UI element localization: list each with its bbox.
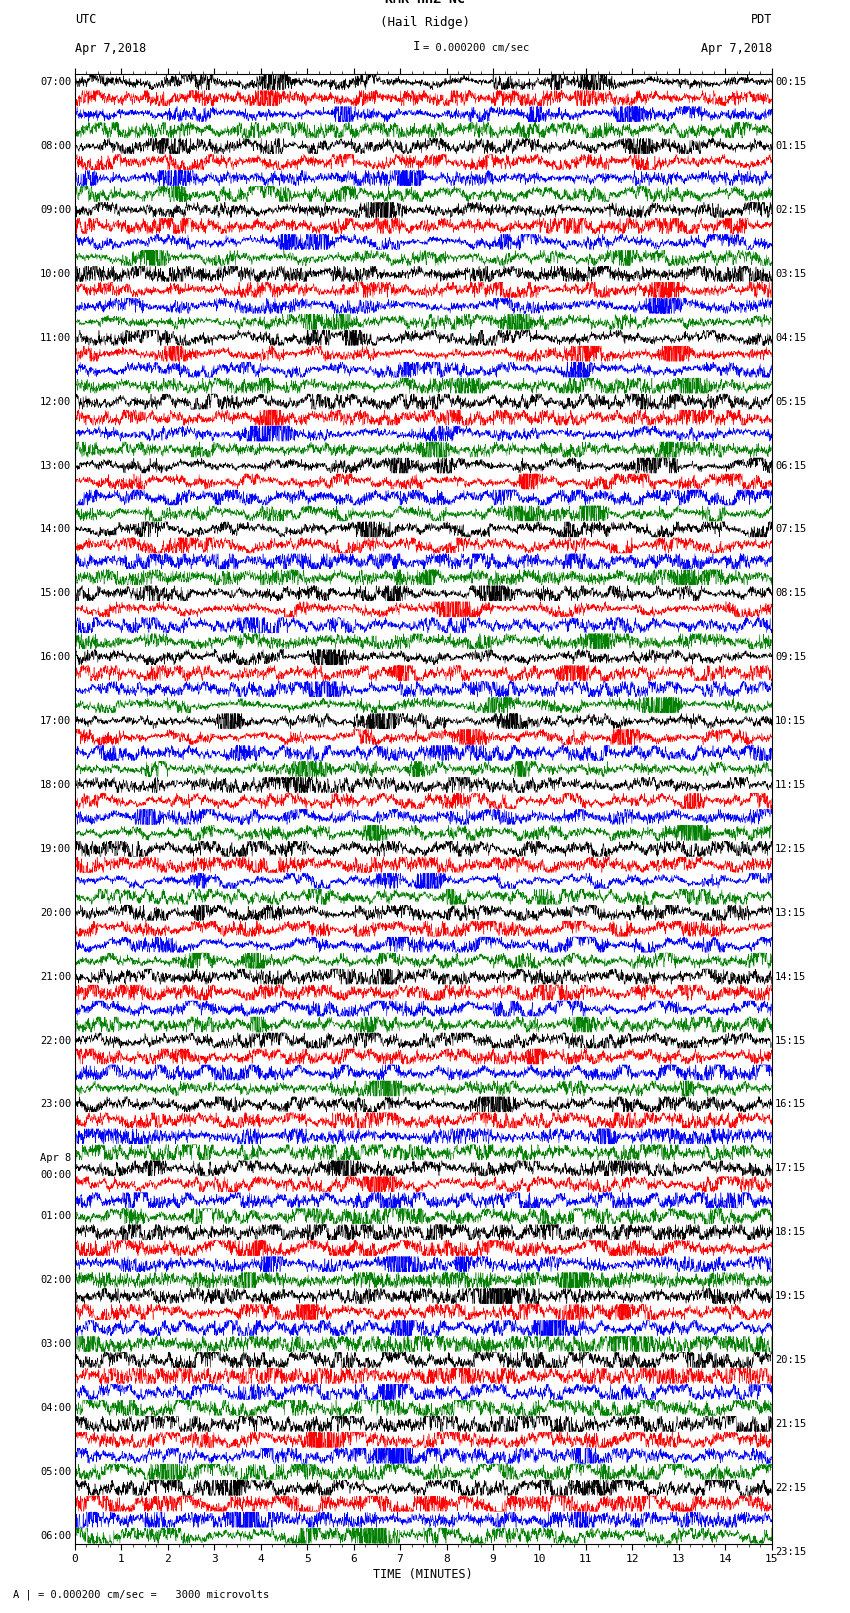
Text: 04:00: 04:00 xyxy=(40,1403,71,1413)
Text: 12:00: 12:00 xyxy=(40,397,71,406)
Text: Apr 8: Apr 8 xyxy=(40,1153,71,1163)
Text: 09:00: 09:00 xyxy=(40,205,71,215)
Text: 17:00: 17:00 xyxy=(40,716,71,726)
Text: 19:15: 19:15 xyxy=(775,1290,807,1302)
Text: 22:15: 22:15 xyxy=(775,1482,807,1492)
Text: Apr 7,2018: Apr 7,2018 xyxy=(700,42,772,55)
Text: 14:00: 14:00 xyxy=(40,524,71,534)
Text: 08:00: 08:00 xyxy=(40,140,71,152)
Text: 05:00: 05:00 xyxy=(40,1466,71,1478)
Text: 07:00: 07:00 xyxy=(40,77,71,87)
Text: 11:00: 11:00 xyxy=(40,332,71,342)
Text: 06:00: 06:00 xyxy=(40,1531,71,1540)
Text: 02:00: 02:00 xyxy=(40,1276,71,1286)
Text: 23:15: 23:15 xyxy=(775,1547,807,1557)
Text: 14:15: 14:15 xyxy=(775,971,807,982)
Text: (Hail Ridge): (Hail Ridge) xyxy=(380,16,470,29)
Text: 09:15: 09:15 xyxy=(775,652,807,663)
Text: 01:15: 01:15 xyxy=(775,140,807,152)
Text: 16:00: 16:00 xyxy=(40,652,71,663)
Text: = 0.000200 cm/sec: = 0.000200 cm/sec xyxy=(423,44,530,53)
Text: 18:15: 18:15 xyxy=(775,1227,807,1237)
Text: 08:15: 08:15 xyxy=(775,589,807,598)
Text: PDT: PDT xyxy=(751,13,772,26)
Text: 13:15: 13:15 xyxy=(775,908,807,918)
Text: 15:00: 15:00 xyxy=(40,589,71,598)
Text: 10:00: 10:00 xyxy=(40,269,71,279)
Text: 01:00: 01:00 xyxy=(40,1211,71,1221)
Text: 21:15: 21:15 xyxy=(775,1419,807,1429)
Text: 03:15: 03:15 xyxy=(775,269,807,279)
Text: 11:15: 11:15 xyxy=(775,781,807,790)
Text: 22:00: 22:00 xyxy=(40,1036,71,1045)
Text: 10:15: 10:15 xyxy=(775,716,807,726)
Text: KMR HHZ NC: KMR HHZ NC xyxy=(385,0,465,6)
Text: 20:15: 20:15 xyxy=(775,1355,807,1365)
Text: 21:00: 21:00 xyxy=(40,971,71,982)
Text: I: I xyxy=(413,40,421,53)
Text: 02:15: 02:15 xyxy=(775,205,807,215)
Text: 07:15: 07:15 xyxy=(775,524,807,534)
Text: 18:00: 18:00 xyxy=(40,781,71,790)
Text: 03:00: 03:00 xyxy=(40,1339,71,1348)
Text: 00:00: 00:00 xyxy=(40,1169,71,1179)
Text: 00:15: 00:15 xyxy=(775,77,807,87)
Text: 05:15: 05:15 xyxy=(775,397,807,406)
Text: 19:00: 19:00 xyxy=(40,844,71,853)
Text: 20:00: 20:00 xyxy=(40,908,71,918)
Text: 04:15: 04:15 xyxy=(775,332,807,342)
Text: A | = 0.000200 cm/sec =   3000 microvolts: A | = 0.000200 cm/sec = 3000 microvolts xyxy=(13,1589,269,1600)
Text: 06:15: 06:15 xyxy=(775,461,807,471)
Text: Apr 7,2018: Apr 7,2018 xyxy=(75,42,146,55)
Text: 13:00: 13:00 xyxy=(40,461,71,471)
Text: 23:00: 23:00 xyxy=(40,1100,71,1110)
Text: 15:15: 15:15 xyxy=(775,1036,807,1045)
Text: UTC: UTC xyxy=(75,13,96,26)
Text: 16:15: 16:15 xyxy=(775,1100,807,1110)
Text: 17:15: 17:15 xyxy=(775,1163,807,1173)
Text: 12:15: 12:15 xyxy=(775,844,807,853)
X-axis label: TIME (MINUTES): TIME (MINUTES) xyxy=(373,1568,473,1581)
